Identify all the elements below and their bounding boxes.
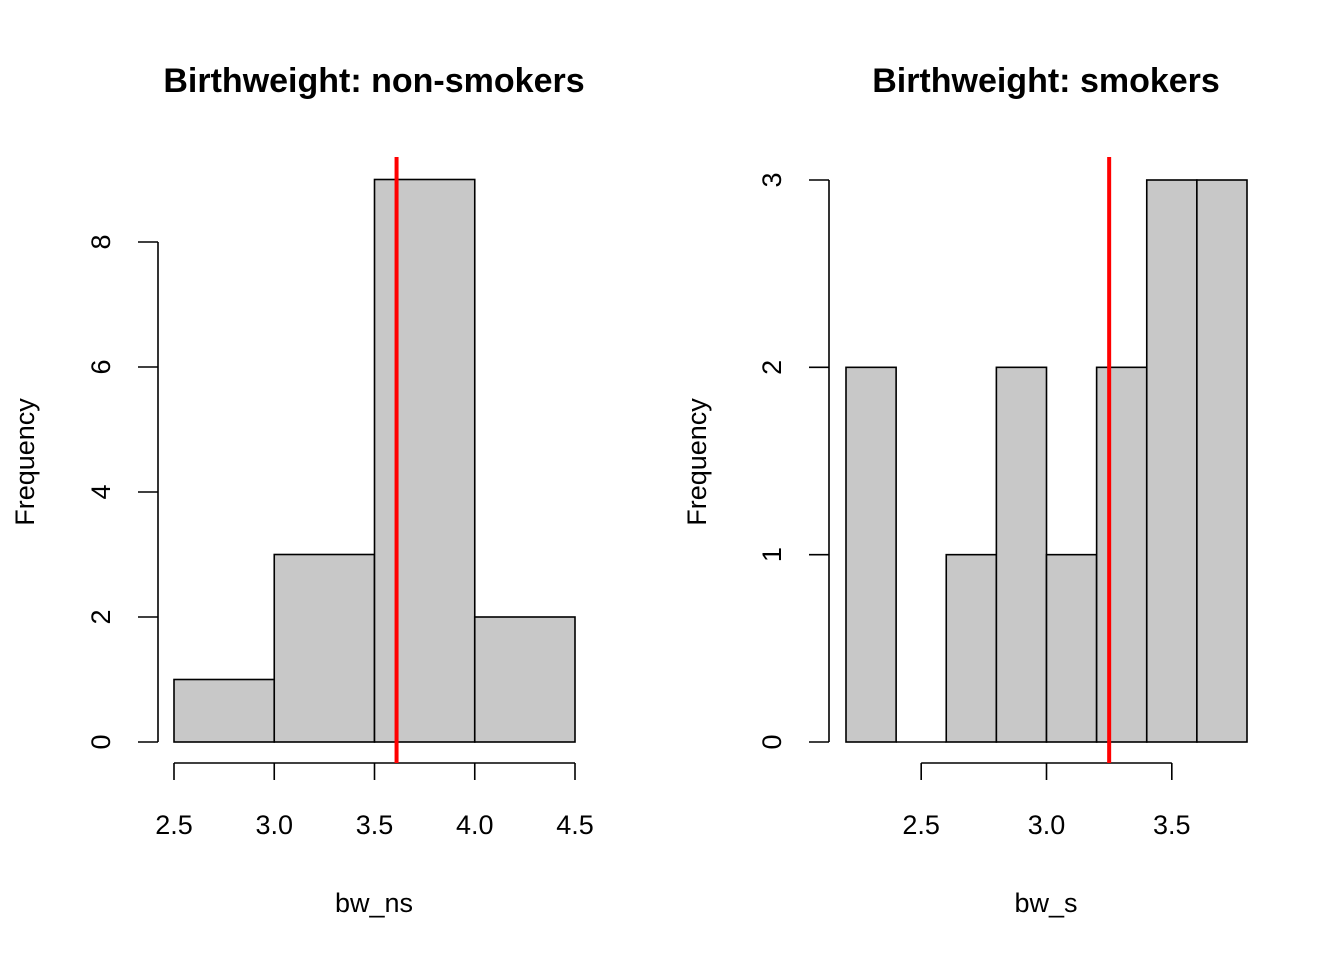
x-axis: 2.5 3.0 3.5 4.0 4.5 [155, 762, 594, 840]
y-tick-label: 3 [757, 172, 787, 187]
x-tick-label: 3.0 [255, 810, 293, 840]
x-tick-label: 2.5 [902, 810, 940, 840]
histogram-bar [945, 553, 998, 743]
chart-title: Birthweight: smokers [872, 62, 1220, 100]
chart-title: Birthweight: non-smokers [163, 62, 584, 100]
histogram-bar [1095, 366, 1148, 743]
x-tick-label: 3.5 [1153, 810, 1191, 840]
y-axis-label: Frequency [682, 398, 712, 526]
x-tick-label: 2.5 [155, 810, 193, 840]
histogram-bar [1145, 179, 1198, 743]
panel-non-smokers: Birthweight: non-smokers bw_ns Frequency… [10, 62, 594, 918]
x-axis-label: bw_ns [335, 888, 413, 918]
y-axis-label: Frequency [10, 398, 40, 526]
y-tick-label: 8 [86, 234, 116, 249]
y-tick-label: 1 [757, 547, 787, 562]
y-axis: 0 2 4 6 8 [86, 234, 159, 750]
y-tick-label: 2 [86, 609, 116, 624]
histogram-bar [1045, 553, 1098, 743]
panel-smokers: Birthweight: smokers bw_s Frequency 2.5 3… [682, 62, 1248, 918]
y-tick-label: 2 [757, 360, 787, 375]
histogram-bar [1196, 179, 1248, 743]
y-axis: 0 1 2 3 [757, 172, 830, 750]
y-tick-label: 4 [86, 484, 116, 499]
histogram-bar [373, 178, 476, 743]
histogram-bar [473, 616, 576, 743]
x-tick-label: 3.0 [1028, 810, 1066, 840]
bars [173, 178, 576, 743]
x-axis-label: bw_s [1014, 888, 1077, 918]
x-tick-label: 3.5 [356, 810, 394, 840]
y-tick-label: 0 [757, 734, 787, 749]
histogram-bar [845, 366, 897, 743]
x-tick-label: 4.0 [456, 810, 494, 840]
histogram-bar [995, 366, 1048, 743]
y-tick-label: 0 [86, 734, 116, 749]
bars [845, 179, 1248, 743]
x-tick-label: 4.5 [556, 810, 594, 840]
histogram-bar [273, 553, 376, 743]
y-tick-label: 6 [86, 359, 116, 374]
x-axis: 2.5 3.0 3.5 [902, 762, 1191, 840]
histogram-bar [173, 678, 276, 743]
